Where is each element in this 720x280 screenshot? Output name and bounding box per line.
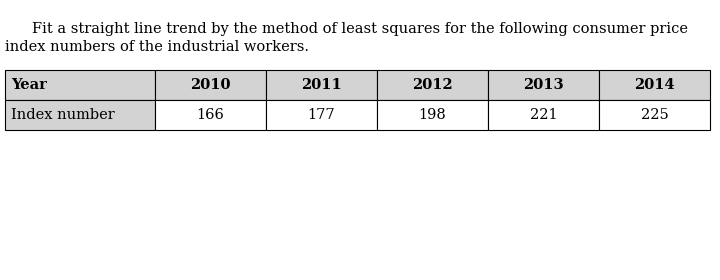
Bar — [599, 100, 710, 130]
Bar — [155, 100, 266, 130]
Text: 2011: 2011 — [301, 78, 342, 92]
Bar — [5, 70, 155, 100]
Text: 221: 221 — [530, 108, 557, 122]
Bar — [155, 70, 266, 100]
Bar — [599, 70, 710, 100]
Bar — [266, 70, 377, 100]
Bar — [488, 100, 599, 130]
Text: 225: 225 — [641, 108, 668, 122]
Bar — [377, 70, 488, 100]
Text: 166: 166 — [197, 108, 225, 122]
Text: Fit a straight line trend by the method of least squares for the following consu: Fit a straight line trend by the method … — [32, 22, 688, 36]
Bar — [488, 70, 599, 100]
Text: 2012: 2012 — [412, 78, 453, 92]
Text: index numbers of the industrial workers.: index numbers of the industrial workers. — [5, 40, 309, 54]
Bar — [266, 100, 377, 130]
Bar — [5, 100, 155, 130]
Text: Index number: Index number — [11, 108, 114, 122]
Bar — [377, 100, 488, 130]
Text: 2014: 2014 — [634, 78, 675, 92]
Text: 177: 177 — [307, 108, 336, 122]
Text: 198: 198 — [418, 108, 446, 122]
Text: 2013: 2013 — [523, 78, 564, 92]
Text: Year: Year — [11, 78, 47, 92]
Text: 2010: 2010 — [190, 78, 230, 92]
